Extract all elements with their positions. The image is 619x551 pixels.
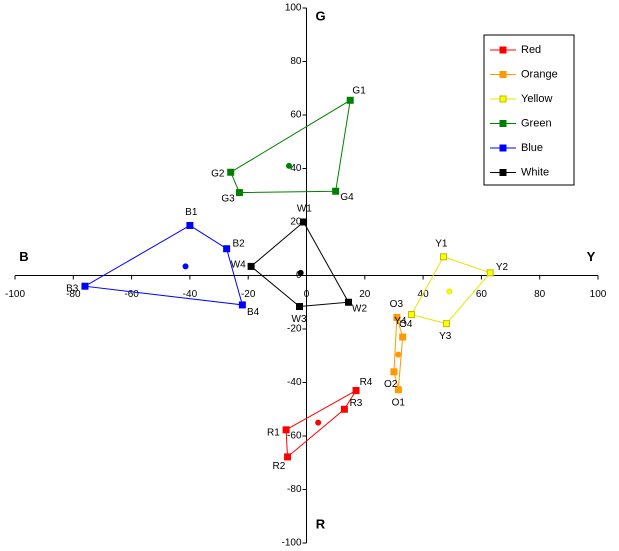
point: [300, 218, 308, 226]
point: [407, 311, 415, 319]
x-tick-label: 100: [590, 289, 607, 300]
point-label: B2: [232, 238, 245, 249]
point-label: G4: [340, 192, 354, 203]
legend-marker: [499, 169, 507, 176]
point-label: W1: [297, 204, 312, 215]
legend-label: White: [521, 166, 549, 178]
point: [346, 96, 354, 104]
point-label: G3: [221, 193, 235, 204]
axis-label: G: [315, 8, 325, 23]
point: [282, 426, 290, 434]
axis-label: R: [316, 516, 326, 531]
legend-label: Orange: [521, 68, 558, 80]
axis-label: Y: [587, 249, 596, 264]
point: [399, 333, 407, 341]
point: [440, 253, 448, 261]
x-tick-label: -20: [241, 289, 256, 300]
y-tick-label: 0: [296, 270, 302, 281]
point-label: O1: [392, 397, 406, 408]
point: [332, 187, 340, 195]
centroid: [315, 419, 322, 426]
x-tick-label: 80: [534, 289, 546, 300]
point-label: Y3: [439, 331, 452, 342]
centroid: [286, 162, 293, 169]
y-tick-label: -20: [287, 324, 302, 335]
point: [235, 189, 243, 197]
point: [247, 262, 255, 270]
y-tick-label: -100: [281, 538, 301, 549]
y-tick-label: 60: [290, 110, 302, 121]
point-label: Y4: [394, 316, 407, 327]
point: [344, 298, 352, 306]
y-tick-label: -40: [287, 377, 302, 388]
centroid: [182, 263, 189, 270]
y-tick-label: -80: [287, 484, 302, 495]
centroid: [446, 288, 453, 295]
point-label: W3: [292, 314, 307, 325]
point-label: B1: [185, 207, 198, 218]
point-label: W2: [352, 304, 367, 315]
point: [81, 282, 89, 290]
point-label: B3: [66, 283, 79, 294]
point: [186, 221, 194, 229]
legend-label: Yellow: [521, 93, 552, 105]
point: [390, 368, 398, 376]
point: [442, 320, 450, 328]
legend-marker: [499, 95, 507, 103]
centroid: [395, 351, 402, 358]
y-tick-label: 40: [290, 163, 302, 174]
point-label: B4: [247, 307, 260, 318]
legend-marker: [499, 46, 507, 54]
x-tick-label: 20: [359, 289, 371, 300]
x-tick-label: -40: [183, 289, 198, 300]
point: [223, 245, 231, 253]
point: [393, 313, 401, 321]
point: [227, 168, 235, 176]
point-label: G1: [352, 85, 366, 96]
point-label: O2: [384, 379, 398, 390]
point: [296, 303, 304, 311]
point-label: R4: [360, 377, 373, 388]
x-tick-label: 40: [418, 289, 430, 300]
axis-label: B: [19, 249, 28, 264]
x-tick-label: 0: [304, 289, 310, 300]
point: [238, 301, 246, 309]
x-tick-label: -100: [5, 289, 25, 300]
point: [352, 387, 360, 395]
point-label: G2: [211, 168, 225, 179]
point-label: R2: [272, 461, 285, 472]
y-tick-label: -60: [287, 431, 302, 442]
point-label: O4: [399, 319, 413, 330]
centroid: [297, 269, 304, 276]
x-tick-label: -80: [66, 289, 81, 300]
point: [284, 453, 292, 461]
x-tick-label: -60: [124, 289, 139, 300]
legend-label: Blue: [521, 142, 543, 154]
y-tick-label: 80: [290, 56, 302, 67]
legend: [483, 34, 575, 186]
y-tick-label: 100: [285, 3, 302, 14]
point-label: R1: [267, 427, 280, 438]
x-tick-label: 60: [476, 289, 488, 300]
legend-marker: [499, 144, 507, 152]
point-label: R3: [350, 398, 363, 409]
point: [394, 386, 402, 394]
legend-marker: [499, 71, 507, 78]
point: [486, 269, 494, 277]
legend-label: Green: [521, 117, 552, 129]
point-label: O3: [390, 299, 404, 310]
point-label: Y2: [496, 262, 509, 273]
legend-label: Red: [521, 44, 541, 56]
legend-marker: [499, 120, 507, 127]
point: [340, 405, 348, 413]
point-label: W4: [231, 259, 246, 270]
point-label: Y1: [435, 239, 448, 250]
y-tick-label: 20: [290, 217, 302, 228]
